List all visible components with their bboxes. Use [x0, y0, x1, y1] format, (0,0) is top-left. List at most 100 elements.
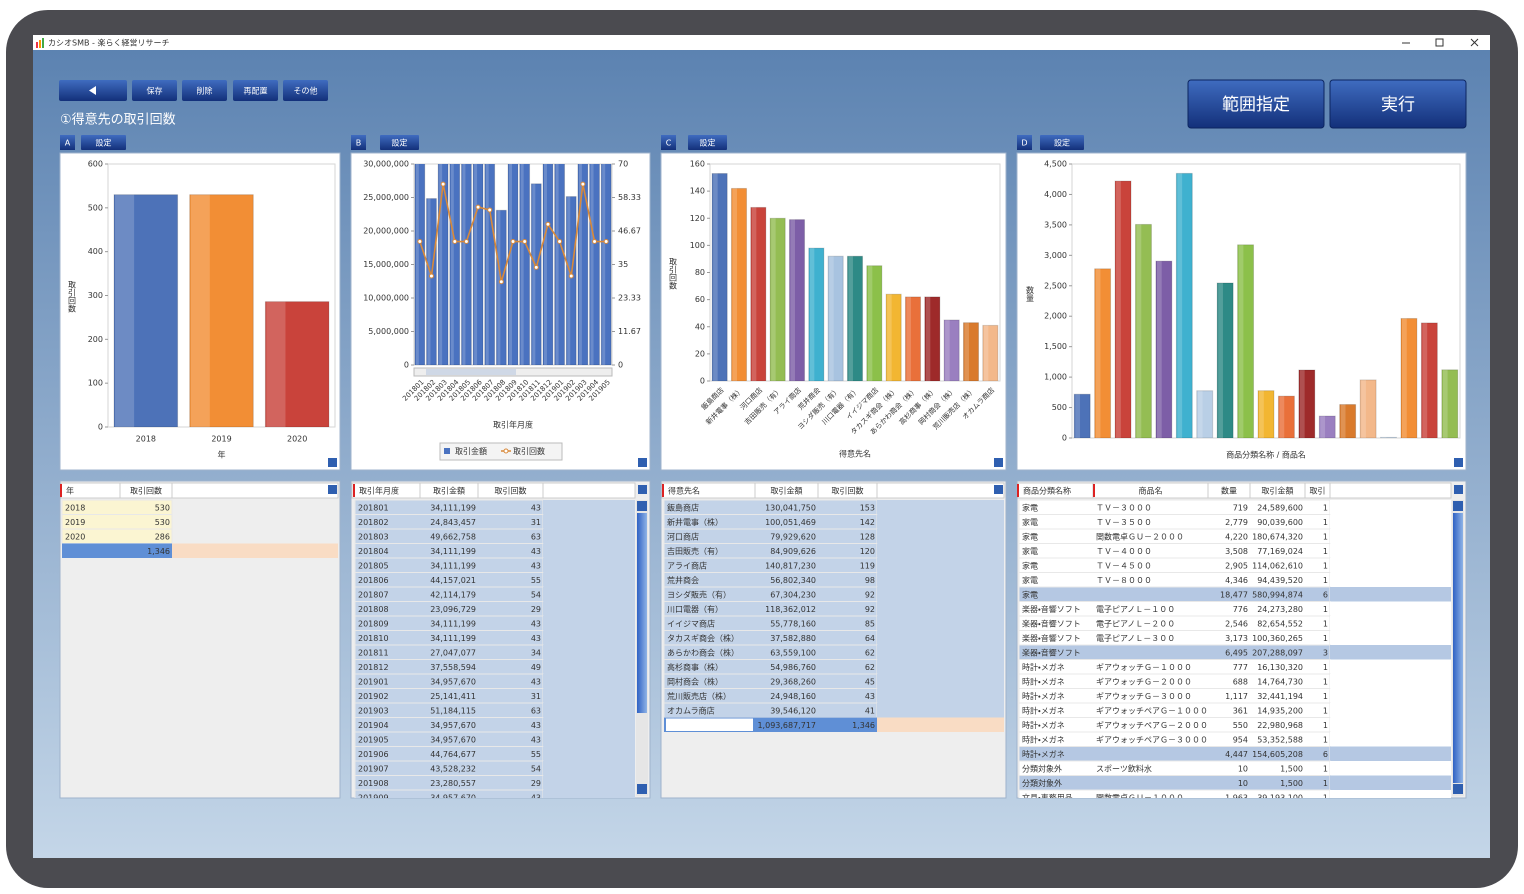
- bar-highlight: [867, 265, 873, 381]
- bar-highlight: [555, 164, 559, 365]
- table-cell: 37,558,594: [430, 663, 476, 672]
- line-marker: [533, 264, 539, 270]
- row-filler: [1330, 500, 1451, 515]
- line-marker: [440, 181, 446, 187]
- table-cell: 27,047,077: [430, 648, 476, 657]
- settings-button-label[interactable]: 設定: [96, 139, 112, 148]
- table-cell: 92: [865, 590, 875, 599]
- settings-button[interactable]: [688, 135, 727, 150]
- scrollbar-thumb[interactable]: [637, 513, 647, 713]
- settings-button[interactable]: [81, 135, 126, 150]
- panel-corner-button[interactable]: [994, 458, 1003, 467]
- y-tick-label: 1,000: [1044, 373, 1067, 382]
- row-filler: [543, 543, 635, 558]
- line-marker: [580, 181, 586, 187]
- settings-button[interactable]: [380, 135, 419, 150]
- panel-corner-button[interactable]: [328, 458, 337, 467]
- table-cell: 6: [1323, 590, 1328, 599]
- action-button-label[interactable]: 実行: [1381, 95, 1415, 115]
- line-marker: [510, 239, 516, 245]
- scroll-up[interactable]: [1453, 501, 1463, 511]
- table-cell: 時計・メガネ: [1022, 734, 1065, 744]
- settings-button-label[interactable]: 設定: [700, 139, 716, 148]
- row-filler: [543, 674, 635, 689]
- bar: [1257, 390, 1275, 438]
- bar-highlight: [266, 301, 286, 427]
- scroll-up[interactable]: [637, 501, 647, 511]
- settings-button-label[interactable]: 設定: [1054, 139, 1070, 148]
- table-corner-button[interactable]: [638, 485, 647, 494]
- back-button[interactable]: [59, 80, 127, 101]
- table-corner-button[interactable]: [328, 485, 337, 494]
- toolbar-button-label[interactable]: 削除: [197, 86, 213, 96]
- chart-scroll-thumb[interactable]: [426, 369, 516, 375]
- window-controls[interactable]: [1402, 38, 1479, 47]
- bar: [1237, 244, 1255, 438]
- settings-button-label[interactable]: 設定: [392, 139, 408, 148]
- table-cell: 荒井商会: [667, 575, 699, 585]
- toolbar-button[interactable]: [233, 80, 278, 101]
- toolbar-button[interactable]: [132, 80, 177, 101]
- line-marker: [452, 239, 458, 245]
- table-corner-button[interactable]: [994, 485, 1003, 494]
- table-cell: 1: [1323, 503, 1328, 512]
- table-cell: 2,905: [1225, 561, 1248, 570]
- bar-highlight: [497, 210, 501, 365]
- panel-corner-button[interactable]: [638, 458, 647, 467]
- table-cell: 楽器・音響ソフト: [1022, 618, 1081, 628]
- bar-highlight: [1238, 244, 1244, 438]
- column-header: 商品分類名称: [1023, 486, 1071, 496]
- bar: [1298, 369, 1316, 438]
- bar-highlight: [751, 207, 757, 381]
- row-filler: [1330, 659, 1451, 674]
- scrollbar-thumb[interactable]: [1453, 513, 1463, 783]
- y2-tick-label: 23.33: [618, 294, 641, 303]
- settings-button[interactable]: [1040, 135, 1084, 150]
- table-corner-button[interactable]: [1454, 485, 1463, 494]
- action-button[interactable]: [1187, 79, 1325, 129]
- table-cell: 29: [531, 779, 541, 788]
- scroll-down[interactable]: [637, 784, 647, 794]
- action-button-label[interactable]: 範囲指定: [1222, 95, 1290, 115]
- table-cell: 1,500: [1280, 779, 1303, 788]
- table-cell: アライ商店: [667, 560, 707, 570]
- table-total: 1,093,687,717: [757, 721, 816, 730]
- table-cell: 時計・メガネ: [1022, 705, 1065, 715]
- table-cell: 201904: [358, 721, 389, 730]
- bar-highlight: [1279, 396, 1285, 438]
- table-cell: 29: [531, 605, 541, 614]
- table-cell: 201907: [358, 764, 389, 773]
- toolbar-button[interactable]: [283, 80, 328, 101]
- table-cell: 楽器・音響ソフト: [1022, 604, 1081, 614]
- bar-highlight: [509, 164, 513, 365]
- bar-highlight: [578, 164, 582, 365]
- panel-corner-button[interactable]: [1454, 458, 1463, 467]
- toolbar-button[interactable]: [182, 80, 227, 101]
- bar-highlight: [1075, 394, 1081, 438]
- y-tick-label: 3,500: [1044, 220, 1067, 229]
- table-cell: 25,141,411: [430, 692, 476, 701]
- scroll-down[interactable]: [1453, 784, 1463, 794]
- x-axis-title: 商品分類名称 / 商品名: [1226, 450, 1306, 460]
- toolbar-button-label[interactable]: 保存: [147, 86, 163, 96]
- bar: [1114, 180, 1132, 438]
- x-tick-label: 2018: [136, 435, 156, 444]
- row-filler: [877, 500, 1004, 515]
- table-cell: 24,589,600: [1257, 503, 1303, 512]
- toolbar-button-label[interactable]: その他: [294, 86, 318, 96]
- y-tick-label: 4,000: [1044, 190, 1067, 199]
- toolbar-button-label[interactable]: 再配置: [244, 87, 268, 96]
- table-cell: 98: [865, 576, 875, 585]
- action-button[interactable]: [1329, 79, 1467, 129]
- table-cell: スポーツ飲料水: [1096, 763, 1152, 773]
- table-cell: 54,986,760: [770, 663, 816, 672]
- table-body: 取引年月度 取引金額 取引回数 201801 34,111,199 43 201802 24,…: [351, 482, 636, 798]
- row-filler: [1330, 616, 1451, 631]
- row-filler: [1330, 587, 1451, 602]
- bar-highlight: [415, 164, 419, 365]
- table-cell: 1,117: [1225, 692, 1248, 701]
- table-header: [351, 482, 636, 499]
- y-tick-label: 5,000,000: [368, 327, 409, 336]
- table-cell: 高杉商事（株）: [667, 662, 723, 672]
- table-cell: 34,111,199: [430, 503, 476, 512]
